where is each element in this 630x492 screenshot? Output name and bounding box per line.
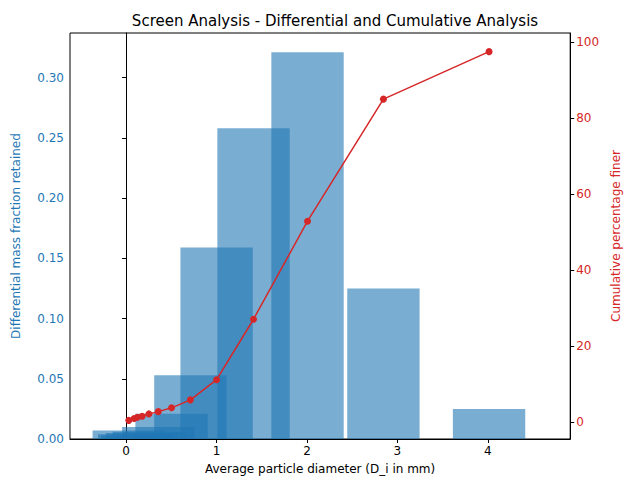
svg-text:80: 80 <box>576 111 591 125</box>
svg-text:0.15: 0.15 <box>37 251 64 265</box>
svg-text:20: 20 <box>576 339 591 353</box>
svg-text:0.25: 0.25 <box>37 131 64 145</box>
svg-text:3: 3 <box>394 444 402 458</box>
svg-text:40: 40 <box>576 263 591 277</box>
svg-text:1: 1 <box>213 444 221 458</box>
svg-text:0.20: 0.20 <box>37 191 64 205</box>
svg-text:0.30: 0.30 <box>37 71 64 85</box>
svg-text:60: 60 <box>576 187 591 201</box>
svg-text:Average particle diameter (D_i: Average particle diameter (D_i in mm) <box>205 462 435 476</box>
svg-text:Cumulative percentage finer: Cumulative percentage finer <box>609 150 623 322</box>
svg-text:0.00: 0.00 <box>37 432 64 446</box>
svg-text:2: 2 <box>303 444 311 458</box>
svg-text:100: 100 <box>576 35 599 49</box>
svg-text:0: 0 <box>122 444 130 458</box>
svg-text:0.05: 0.05 <box>37 372 64 386</box>
svg-text:Screen Analysis - Differential: Screen Analysis - Differential and Cumul… <box>132 12 538 30</box>
svg-text:0: 0 <box>576 415 584 429</box>
svg-text:4: 4 <box>484 444 492 458</box>
svg-text:Differential mass fraction ret: Differential mass fraction retained <box>9 133 23 339</box>
svg-text:0.10: 0.10 <box>37 312 64 326</box>
